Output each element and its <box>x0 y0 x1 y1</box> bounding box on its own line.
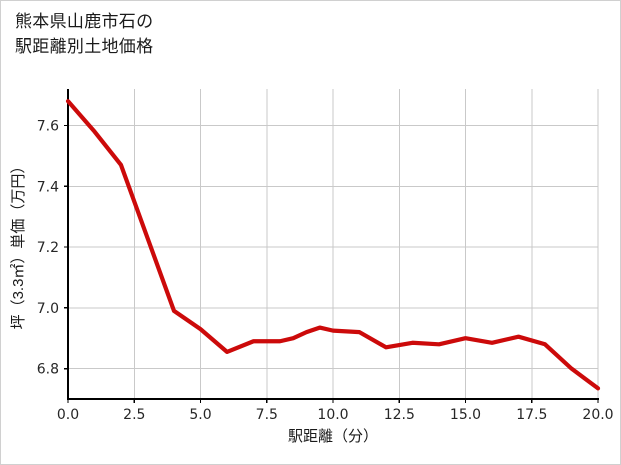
x-axis-label: 駅距離（分） <box>288 427 378 445</box>
x-tick-label: 12.5 <box>384 407 415 423</box>
y-tick-label: 6.8 <box>37 362 59 378</box>
x-tick-label: 7.5 <box>256 407 278 423</box>
data-line-坪単価 <box>65 99 601 391</box>
y-tick-label: 7.4 <box>37 179 59 195</box>
page-title: 熊本県山鹿市石の 駅距離別土地価格 <box>15 12 154 56</box>
x-tick-label: 2.5 <box>123 407 145 423</box>
y-tick-label: 7.2 <box>37 240 59 256</box>
gridlines-group <box>68 89 599 399</box>
x-tick-label: 10.0 <box>317 407 348 423</box>
x-tick-labels: 0.0 2.5 5.0 7.5 10.0 12.5 15.0 17.5 20.0 <box>57 407 614 423</box>
x-tick-label: 0.0 <box>57 407 79 423</box>
x-tick-label: 20.0 <box>582 407 613 423</box>
y-tick-labels: 6.8 7.0 7.2 7.4 7.6 <box>37 119 59 378</box>
y-tick-label: 7.6 <box>37 119 59 135</box>
x-tick-label: 5.0 <box>189 407 211 423</box>
y-tick-label: 7.0 <box>37 301 59 317</box>
tickmarks-group <box>64 124 599 403</box>
y-axis-label: 坪（3.3㎡）単価（万円） <box>10 159 27 330</box>
x-tick-label: 17.5 <box>516 407 547 423</box>
x-tick-label: 15.0 <box>450 407 481 423</box>
data-series-group <box>65 99 601 391</box>
